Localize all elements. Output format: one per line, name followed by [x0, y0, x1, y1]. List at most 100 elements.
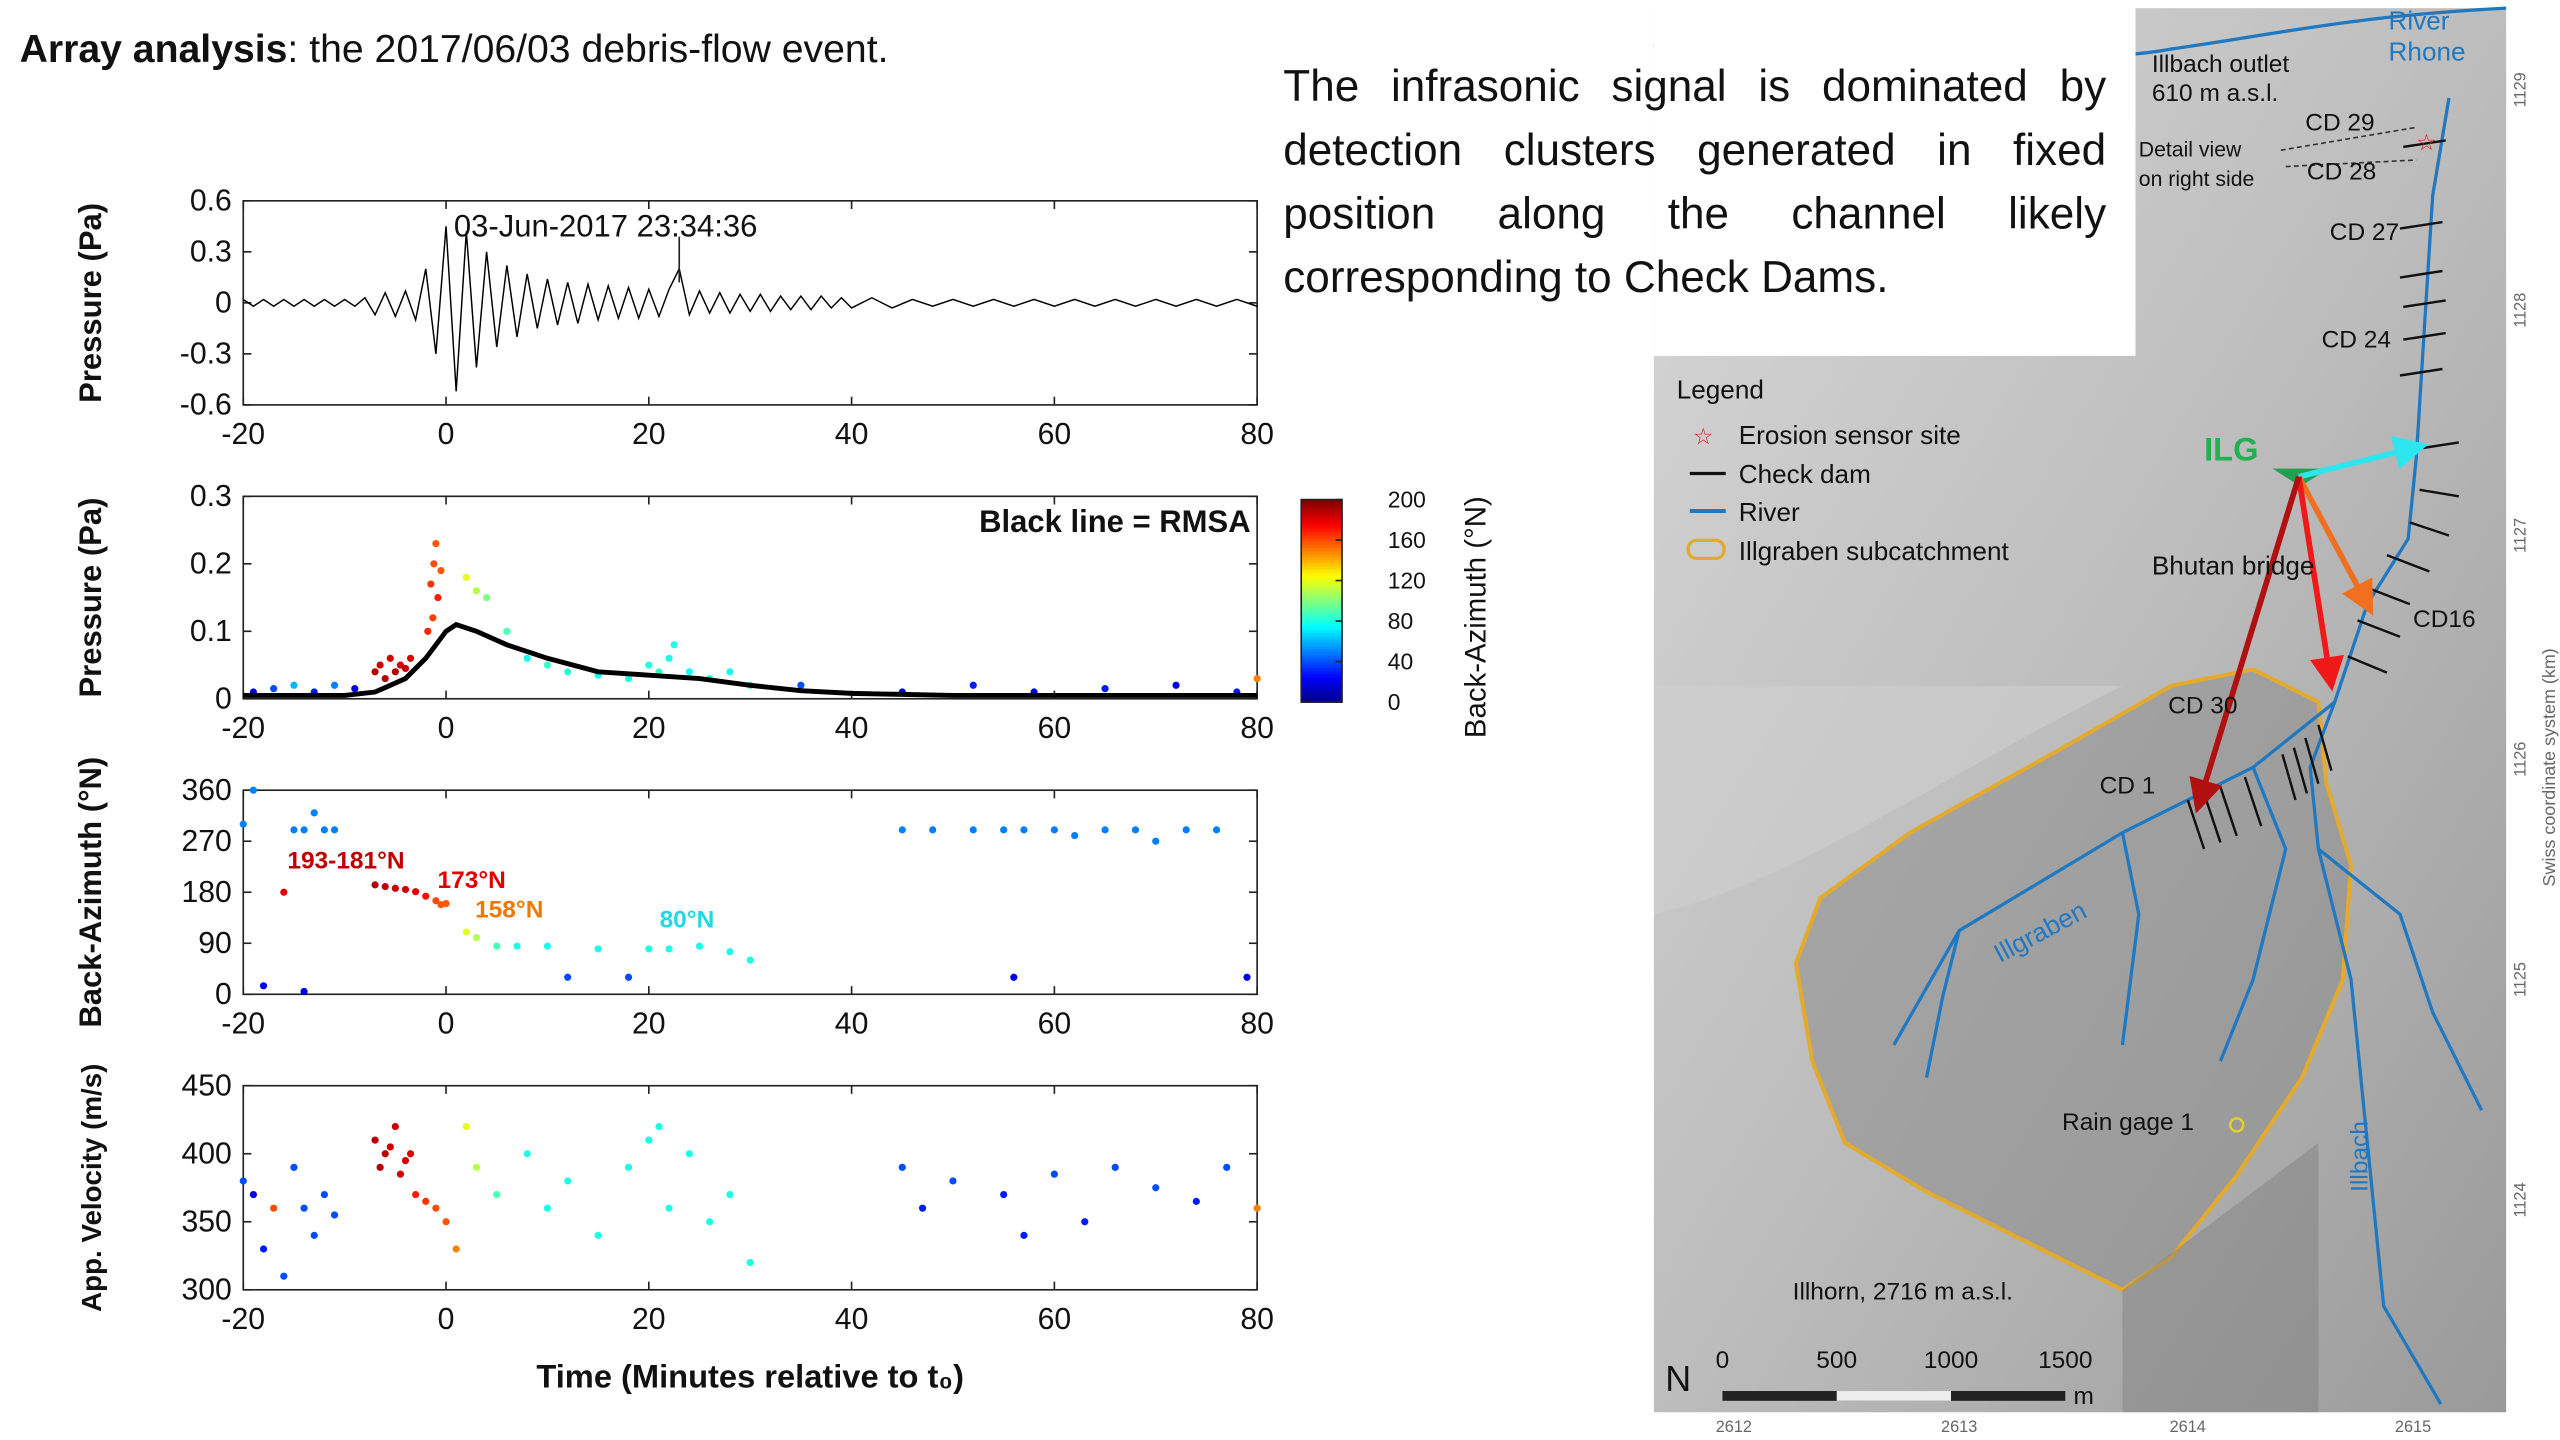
y-tick-label: 400	[181, 1138, 231, 1171]
point	[969, 681, 977, 689]
point	[437, 566, 445, 575]
point	[655, 1122, 663, 1131]
point	[320, 826, 328, 834]
colorbar-segment	[1301, 531, 1343, 536]
point	[1050, 826, 1058, 834]
point	[432, 1204, 440, 1212]
x-tick-label: 80	[1240, 712, 1274, 745]
x-tick-label: 40	[835, 418, 869, 451]
map-label: CD 30	[2168, 692, 2237, 719]
legend-item: River	[1739, 497, 1800, 527]
point	[249, 786, 257, 794]
point	[624, 973, 633, 981]
legend-item: Erosion sensor site	[1739, 420, 1961, 450]
point	[371, 668, 379, 676]
x-tick-label: 20	[632, 1007, 666, 1040]
point	[376, 1163, 384, 1171]
point	[483, 593, 491, 602]
point	[396, 1170, 405, 1178]
point	[300, 987, 308, 996]
colorbar-segment	[1301, 597, 1343, 602]
slide-title: Array analysis: the 2017/06/03 debris-fl…	[20, 28, 889, 71]
plot-area	[242, 200, 1258, 406]
point	[406, 654, 415, 662]
point	[1152, 837, 1160, 845]
colorbar-segment	[1301, 505, 1343, 510]
point	[310, 1231, 318, 1239]
colorbar-segment	[1301, 562, 1343, 567]
colorbar-segment	[1301, 591, 1343, 596]
colorbar-segment	[1301, 575, 1343, 580]
coord-tick: 2614	[2170, 1418, 2206, 1436]
point	[401, 885, 410, 894]
colorbar-segment	[1301, 657, 1343, 662]
y-tick-label: -0.6	[180, 389, 232, 422]
waveform	[242, 226, 1258, 392]
coord-tick: 1127	[2512, 518, 2530, 553]
map-label: 610 m a.s.l.	[2152, 80, 2278, 107]
x-tick-label: 80	[1240, 1303, 1274, 1336]
colorbar-segment	[1301, 556, 1343, 561]
colorbar-segment	[1301, 569, 1343, 574]
text-panel	[1653, 0, 2136, 356]
leader	[2280, 126, 2417, 168]
point	[594, 945, 602, 953]
y-tick-label: 0.2	[190, 548, 232, 581]
map-label: Rhone	[2389, 36, 2466, 66]
point	[523, 654, 531, 662]
colorbar-segment	[1301, 645, 1343, 650]
check-dams	[2186, 139, 2459, 850]
map-label: CD 1	[2100, 772, 2156, 799]
point	[330, 826, 339, 834]
x-axis-label: Time (Minutes relative to t₀)	[536, 1358, 964, 1395]
map-label: Rain gage 1	[2062, 1109, 2194, 1136]
colorbar-tick-label: 160	[1388, 527, 1426, 553]
point	[513, 942, 521, 950]
plot-area	[242, 1084, 1258, 1291]
point	[1172, 681, 1180, 689]
point	[523, 1150, 531, 1158]
point	[290, 681, 298, 689]
map: ILG River Rhone Illbach outlet 610 m a.s…	[1653, 0, 2559, 1436]
y-tick-label: 90	[198, 927, 232, 960]
rmsa-line	[243, 621, 1258, 698]
x-tick-label: 20	[632, 712, 666, 745]
point	[270, 685, 278, 693]
y-tick-label: 0	[215, 683, 232, 716]
point	[381, 674, 389, 683]
y-tick-label: 180	[181, 876, 231, 909]
point	[1000, 1190, 1008, 1199]
point	[969, 826, 977, 834]
point	[503, 627, 511, 635]
y-axis-label: Pressure (Pa)	[73, 498, 108, 698]
x-tick-label: -20	[221, 712, 265, 745]
legend-item: Illgraben subcatchment	[1739, 536, 2010, 566]
point	[249, 1190, 257, 1199]
point	[685, 1150, 693, 1158]
legend-title: Legend	[1677, 374, 1764, 404]
colorbar-segment	[1301, 572, 1343, 577]
point	[330, 681, 339, 689]
colorbar-segment	[1301, 521, 1343, 526]
colorbar-segment	[1301, 534, 1343, 539]
point	[320, 1190, 328, 1199]
plot-area	[242, 495, 1258, 700]
coord-tick: 1126	[2512, 742, 2530, 777]
point	[1223, 1163, 1231, 1171]
description-box: The infrasonic signal is dominated by de…	[1283, 62, 2106, 302]
point	[280, 888, 288, 896]
point	[434, 593, 442, 602]
x-tick-label: -20	[221, 1303, 265, 1336]
colorbar-tick-label: 80	[1388, 608, 1413, 634]
x-tick-label: 80	[1240, 418, 1274, 451]
point	[412, 888, 420, 896]
point	[543, 661, 552, 669]
y-tick-label: 300	[181, 1274, 231, 1307]
x-tick-label: 60	[1038, 712, 1072, 745]
colorbar-segment	[1301, 635, 1343, 640]
point	[391, 668, 399, 676]
colorbar-segment	[1301, 537, 1343, 542]
colorbar-segment	[1301, 664, 1343, 669]
map-label: CD 27	[2330, 219, 2399, 246]
